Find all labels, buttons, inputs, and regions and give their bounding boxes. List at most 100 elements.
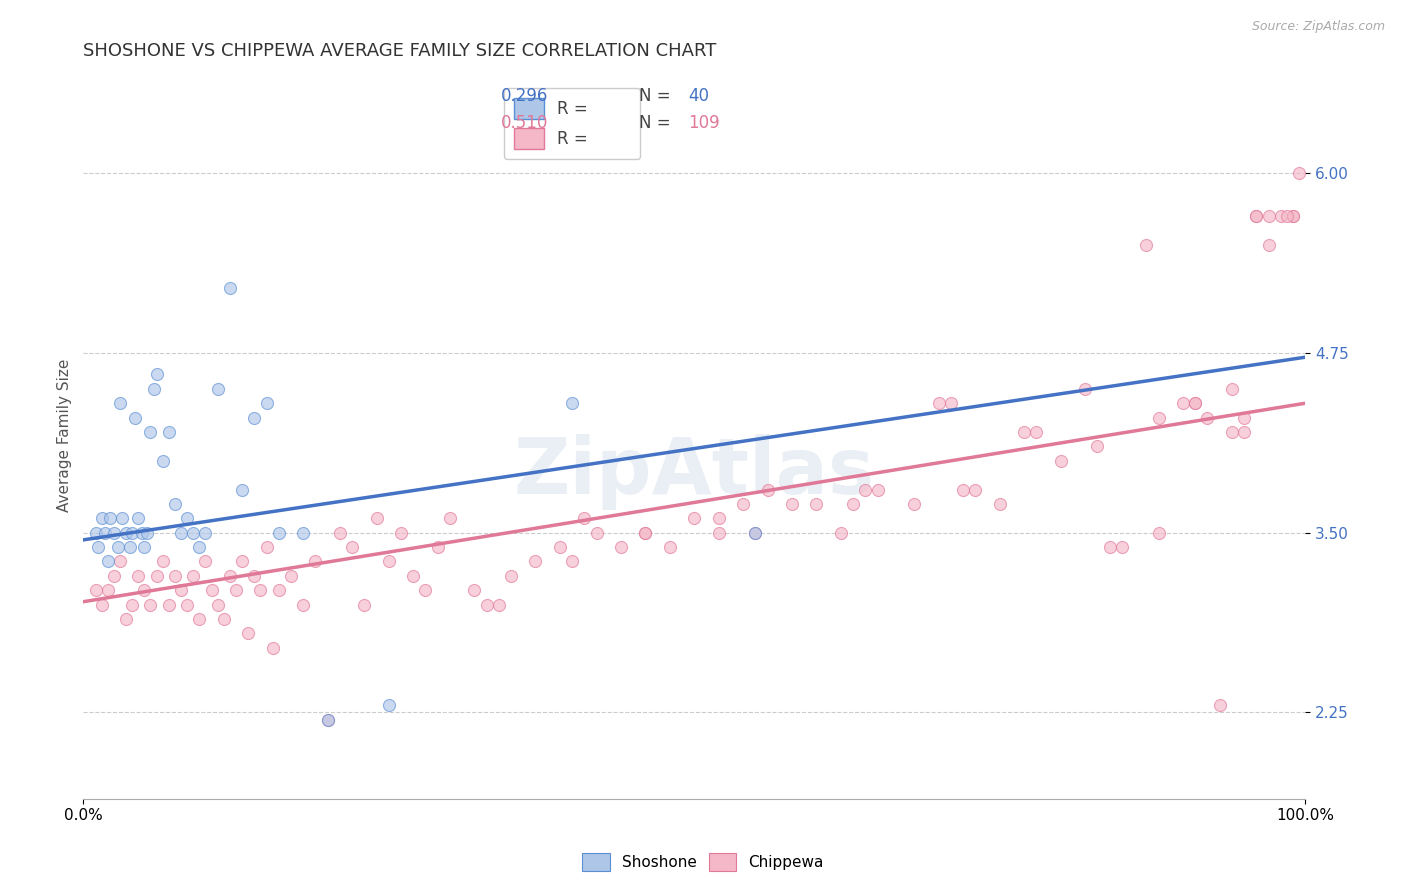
Point xyxy=(134,540,156,554)
Point xyxy=(212,612,235,626)
Point xyxy=(1275,209,1298,223)
Point xyxy=(176,511,198,525)
Point xyxy=(256,540,278,554)
Point xyxy=(121,525,143,540)
Point xyxy=(329,525,352,540)
Point xyxy=(134,583,156,598)
Point xyxy=(267,525,290,540)
Point xyxy=(1246,209,1268,223)
Point xyxy=(1208,698,1230,713)
Point xyxy=(87,540,110,554)
Point xyxy=(658,540,681,554)
Point xyxy=(90,511,112,525)
Point xyxy=(1074,382,1097,396)
Point xyxy=(170,525,193,540)
Point xyxy=(524,554,547,568)
Point xyxy=(157,425,180,439)
Point xyxy=(574,511,596,525)
Point xyxy=(853,483,876,497)
Point xyxy=(426,540,449,554)
Point xyxy=(1147,410,1170,425)
Point xyxy=(262,640,284,655)
Point xyxy=(84,583,107,598)
Point xyxy=(475,598,498,612)
Point xyxy=(108,554,131,568)
Point xyxy=(115,525,138,540)
Point xyxy=(316,713,339,727)
Point xyxy=(249,583,271,598)
Point xyxy=(830,525,852,540)
Text: ZipAtlas: ZipAtlas xyxy=(513,434,875,510)
Point xyxy=(103,569,125,583)
Point xyxy=(107,540,129,554)
Point xyxy=(231,483,253,497)
Point xyxy=(1220,425,1243,439)
Point xyxy=(1288,166,1310,180)
Text: SHOSHONE VS CHIPPEWA AVERAGE FAMILY SIZE CORRELATION CHART: SHOSHONE VS CHIPPEWA AVERAGE FAMILY SIZE… xyxy=(83,42,717,60)
Text: N =: N = xyxy=(640,87,671,104)
Point xyxy=(152,554,174,568)
Point xyxy=(316,713,339,727)
Point xyxy=(97,583,120,598)
Point xyxy=(1184,396,1206,410)
Point xyxy=(90,598,112,612)
Point xyxy=(181,569,204,583)
Point xyxy=(1098,540,1121,554)
Point xyxy=(267,583,290,598)
Text: 0.296: 0.296 xyxy=(501,87,548,104)
Point xyxy=(965,483,987,497)
Point xyxy=(225,583,247,598)
Point xyxy=(152,454,174,468)
Point xyxy=(219,569,242,583)
Point xyxy=(143,382,166,396)
Point xyxy=(176,598,198,612)
Point xyxy=(439,511,461,525)
Point xyxy=(292,525,315,540)
Point xyxy=(402,569,425,583)
Point xyxy=(634,525,657,540)
Point xyxy=(756,483,779,497)
Legend: Shoshone, Chippewa: Shoshone, Chippewa xyxy=(576,847,830,877)
Point xyxy=(707,525,730,540)
Point xyxy=(194,525,217,540)
Point xyxy=(256,396,278,410)
Point xyxy=(928,396,950,410)
Point xyxy=(121,598,143,612)
Point xyxy=(548,540,571,554)
Point xyxy=(97,554,120,568)
Point xyxy=(1171,396,1194,410)
Point xyxy=(1282,209,1305,223)
Point xyxy=(188,612,211,626)
Point xyxy=(585,525,607,540)
Point xyxy=(340,540,363,554)
Point xyxy=(733,497,755,511)
Point xyxy=(243,569,266,583)
Text: Source: ZipAtlas.com: Source: ZipAtlas.com xyxy=(1251,20,1385,33)
Point xyxy=(231,554,253,568)
Point xyxy=(1184,396,1206,410)
Point xyxy=(118,540,141,554)
Point xyxy=(561,554,583,568)
Point xyxy=(1050,454,1073,468)
Point xyxy=(135,525,157,540)
Point xyxy=(939,396,962,410)
Point xyxy=(634,525,657,540)
Point xyxy=(108,396,131,410)
Point xyxy=(1270,209,1292,223)
Point xyxy=(238,626,260,640)
Point xyxy=(1220,382,1243,396)
Point xyxy=(1111,540,1133,554)
Text: 40: 40 xyxy=(688,87,709,104)
Point xyxy=(1246,209,1268,223)
Y-axis label: Average Family Size: Average Family Size xyxy=(58,359,72,512)
Point xyxy=(806,497,828,511)
Point xyxy=(415,583,437,598)
Point xyxy=(1197,410,1219,425)
Point xyxy=(561,396,583,410)
Point xyxy=(780,497,803,511)
Text: N =: N = xyxy=(640,114,671,132)
Legend: R =        , R =        : R = , R = xyxy=(503,88,640,159)
Point xyxy=(98,511,121,525)
Text: 109: 109 xyxy=(688,114,720,132)
Point xyxy=(139,598,162,612)
